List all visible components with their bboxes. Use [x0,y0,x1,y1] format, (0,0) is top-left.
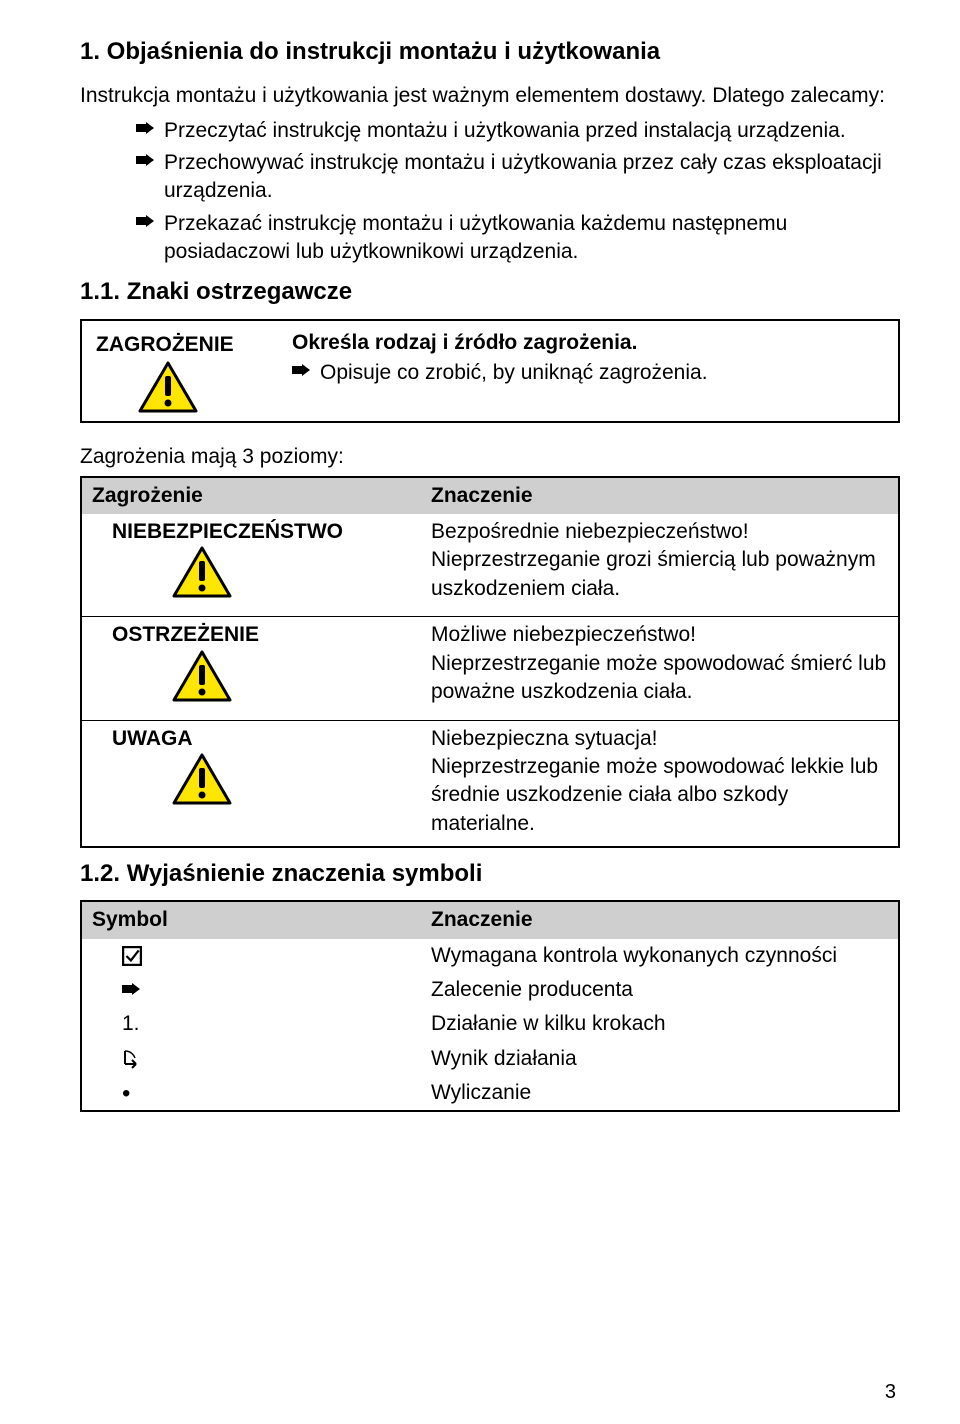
section-1-1-title: 1.1. Znaki ostrzegawcze [80,276,900,308]
warning-triangle-icon [172,753,232,805]
symbol-desc: Zalecenie producenta [421,973,899,1007]
table-row: UWAGA Niebezpieczna sytuacja! Nieprzestr… [81,721,899,847]
arrow-right-icon [122,982,140,996]
table-row: Wynik działania [81,1042,899,1076]
list-item-text: Przeczytać instrukcję montażu i użytkowa… [164,119,846,142]
level-desc: Możliwe niebezpieczeństwo! Nieprzestrzeg… [421,617,899,720]
hazard-definition-box: ZAGROŻENIE Określa rodzaj i źródło zagro… [80,319,900,423]
level-label: UWAGA [92,725,411,753]
list-item: Przechowywać instrukcję montażu i użytko… [136,149,900,206]
symbol-num-1: 1. [81,1007,421,1041]
warning-triangle-icon [172,546,232,598]
arrow-right-icon [136,154,154,168]
table-header-left: Zagrożenie [81,477,421,514]
warning-triangle-icon [172,650,232,702]
table-header-right: Znaczenie [421,477,899,514]
table-header-row: Zagrożenie Znaczenie [81,477,899,514]
table-header-row: Symbol Znaczenie [81,901,899,938]
list-item: Przekazać instrukcję montażu i użytkowan… [136,210,900,267]
level-label: NIEBEZPIECZEŃSTWO [92,518,411,546]
table-row: Wymagana kontrola wykonanych czynności [81,939,899,973]
symbol-desc: Wyliczanie [421,1076,899,1111]
level-desc: Niebezpieczna sytuacja! Nieprzestrzegani… [421,721,899,847]
list-item-text: Przechowywać instrukcję montażu i użytko… [164,151,882,202]
hazard-line-2: Opisuje co zrobić, by uniknąć zagrożenia… [320,361,708,384]
table-row: NIEBEZPIECZEŃSTWO Bezpośrednie niebezpie… [81,514,899,617]
level-desc: Bezpośrednie niebezpieczeństwo! Nieprzes… [421,514,899,617]
symbol-desc: Wymagana kontrola wykonanych czynności [421,939,899,973]
symbol-desc: Działanie w kilku krokach [421,1007,899,1041]
levels-intro: Zagrożenia mają 3 poziomy: [80,443,900,471]
table-row: 1. Działanie w kilku krokach [81,1007,899,1041]
symbol-meaning-table: Symbol Znaczenie Wymagana kontrola wykon… [80,900,900,1112]
arrow-right-icon [136,122,154,136]
table-row: Zalecenie producenta [81,973,899,1007]
list-item: Przeczytać instrukcję montażu i użytkowa… [136,117,900,145]
level-label: OSTRZEŻENIE [92,621,411,649]
section-1-2-title: 1.2. Wyjaśnienie znaczenia symboli [80,858,900,890]
result-arrow-icon [122,1048,144,1070]
hazard-line-1: Określa rodzaj i źródło zagrożenia. [292,329,888,357]
section-1-title: 1. Objaśnienia do instrukcji montażu i u… [80,36,900,68]
main-bullet-list: Przeczytać instrukcję montażu i użytkowa… [80,117,900,267]
page-number: 3 [885,1379,896,1406]
hazard-levels-table: Zagrożenie Znaczenie NIEBEZPIECZEŃSTWO B… [80,476,900,848]
arrow-right-icon [292,364,310,378]
checkbox-checked-icon [122,946,142,966]
warning-triangle-icon [138,361,198,413]
table-row: • Wyliczanie [81,1076,899,1111]
arrow-right-icon [136,215,154,229]
table-header-right: Znaczenie [421,901,899,938]
list-item-text: Przekazać instrukcję montażu i użytkowan… [164,212,787,263]
table-row: OSTRZEŻENIE Możliwe niebezpieczeństwo! N… [81,617,899,720]
symbol-desc: Wynik działania [421,1042,899,1076]
intro-paragraph: Instrukcja montażu i użytkowania jest wa… [80,82,900,110]
table-header-left: Symbol [81,901,421,938]
hazard-label: ZAGROŻENIE [96,331,292,359]
